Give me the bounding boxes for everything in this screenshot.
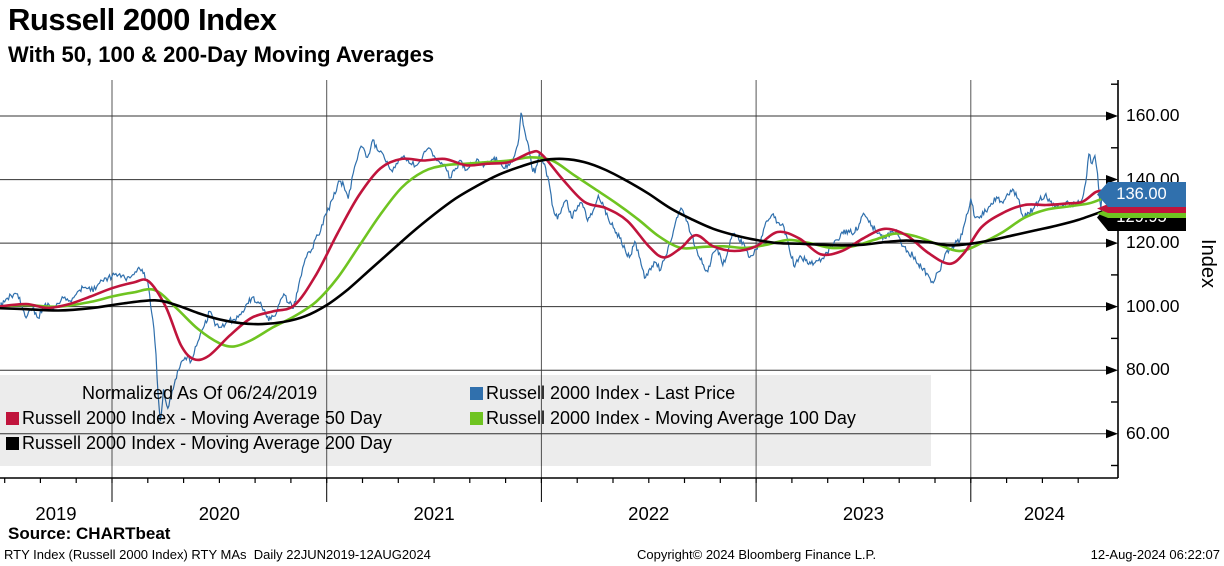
page-title: Russell 2000 Index bbox=[8, 2, 277, 37]
x-axis-year-label: 2021 bbox=[413, 503, 455, 524]
legend-entry: Russell 2000 Index - Moving Average 100 … bbox=[470, 408, 856, 429]
legend-swatch-icon bbox=[470, 412, 483, 425]
legend-entry: Russell 2000 Index - Moving Average 200 … bbox=[6, 433, 392, 454]
legend-swatch-icon bbox=[6, 412, 19, 425]
ticker-meta-line: RTY Index (Russell 2000 Index) RTY MAs D… bbox=[4, 547, 431, 562]
last-price-tag: 136.00 bbox=[1097, 182, 1186, 207]
legend-swatch-icon bbox=[6, 437, 19, 450]
y-axis-title: Index bbox=[1196, 239, 1219, 288]
legend-label: Normalized As Of 06/24/2019 bbox=[82, 383, 318, 403]
ma50-tag-strip bbox=[1097, 204, 1186, 213]
y-axis-tick-label: 80.00 bbox=[1126, 359, 1170, 380]
copyright-line: Copyright© 2024 Bloomberg Finance L.P. bbox=[637, 547, 877, 562]
legend-entry: Russell 2000 Index - Moving Average 50 D… bbox=[6, 408, 382, 429]
ma100-tag-strip bbox=[1097, 209, 1186, 218]
x-axis-year-label: 2020 bbox=[198, 503, 240, 524]
timestamp: 12-Aug-2024 06:22:07 bbox=[1090, 547, 1220, 562]
legend-entry: Russell 2000 Index - Last Price bbox=[470, 383, 735, 404]
x-axis-year-label: 2023 bbox=[842, 503, 885, 524]
x-axis-year-label: 2019 bbox=[35, 503, 77, 524]
source-line: Source: CHARTbeat bbox=[8, 524, 171, 543]
legend-swatch-icon bbox=[470, 387, 483, 400]
y-axis-tick-label: 100.00 bbox=[1126, 295, 1180, 316]
legend-label: Russell 2000 Index - Moving Average 200 … bbox=[22, 433, 392, 453]
legend-label: Russell 2000 Index - Last Price bbox=[486, 383, 736, 403]
chart-legend: Normalized As Of 06/24/2019 Russell 2000 … bbox=[0, 375, 931, 466]
page-subtitle: With 50, 100 & 200-Day Moving Averages bbox=[8, 42, 435, 67]
legend-entry: Normalized As Of 06/24/2019 bbox=[82, 383, 317, 404]
y-axis-tick-label: 160.00 bbox=[1126, 105, 1180, 125]
x-axis-year-label: 2024 bbox=[1023, 503, 1065, 524]
y-axis-tick-label: 120.00 bbox=[1126, 232, 1180, 253]
x-axis-year-label: 2022 bbox=[628, 503, 670, 524]
y-axis-tick-label: 60.00 bbox=[1126, 422, 1170, 443]
legend-label: Russell 2000 Index - Moving Average 50 D… bbox=[22, 408, 382, 428]
legend-label: Russell 2000 Index - Moving Average 100 … bbox=[486, 408, 856, 428]
